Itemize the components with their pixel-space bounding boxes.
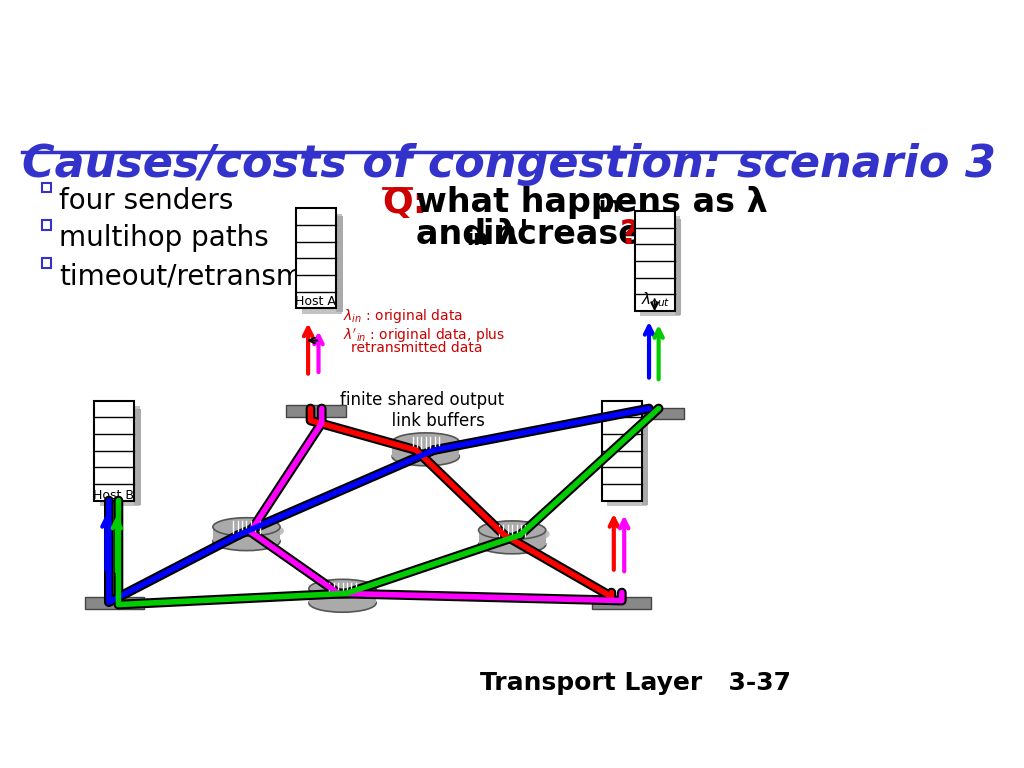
Ellipse shape bbox=[396, 437, 463, 455]
Bar bbox=[42, 258, 51, 268]
Text: timeout/retransmit: timeout/retransmit bbox=[59, 262, 322, 290]
Ellipse shape bbox=[392, 447, 460, 465]
Text: finite shared output
      link buffers: finite shared output link buffers bbox=[341, 391, 505, 430]
Bar bbox=[392, 442, 460, 456]
Bar bbox=[625, 408, 684, 419]
Text: Causes/costs of congestion: scenario 3: Causes/costs of congestion: scenario 3 bbox=[23, 143, 996, 186]
Bar bbox=[42, 220, 51, 230]
Bar bbox=[94, 400, 134, 501]
Text: $\lambda'_{in}$ : original data, plus: $\lambda'_{in}$ : original data, plus bbox=[342, 327, 505, 345]
Text: ?: ? bbox=[621, 218, 639, 251]
Ellipse shape bbox=[313, 584, 380, 602]
Text: Q:: Q: bbox=[383, 186, 428, 220]
Text: in: in bbox=[599, 196, 621, 216]
Text: Transport Layer   3-37: Transport Layer 3-37 bbox=[479, 671, 791, 695]
Bar bbox=[635, 211, 675, 311]
Text: multihop paths: multihop paths bbox=[59, 224, 269, 253]
Ellipse shape bbox=[482, 525, 550, 544]
Bar bbox=[602, 400, 642, 501]
Ellipse shape bbox=[213, 518, 281, 536]
Text: retransmitted data: retransmitted data bbox=[350, 341, 482, 356]
Text: and λ': and λ' bbox=[416, 218, 529, 251]
Text: what happens as λ: what happens as λ bbox=[416, 186, 768, 219]
Text: $\lambda_{in}$ : original data: $\lambda_{in}$ : original data bbox=[342, 307, 463, 325]
Bar bbox=[213, 527, 281, 541]
Text: increase: increase bbox=[482, 218, 641, 251]
Text: in: in bbox=[467, 230, 488, 250]
Text: four senders: four senders bbox=[59, 187, 233, 215]
Bar bbox=[302, 214, 342, 314]
Bar bbox=[336, 217, 342, 313]
Bar bbox=[296, 208, 336, 309]
Ellipse shape bbox=[478, 521, 546, 539]
Text: $\lambda_{out}$: $\lambda_{out}$ bbox=[641, 290, 671, 309]
Bar bbox=[642, 409, 648, 505]
Ellipse shape bbox=[309, 594, 376, 612]
Ellipse shape bbox=[478, 535, 546, 554]
Ellipse shape bbox=[309, 579, 376, 598]
Text: Host B: Host B bbox=[93, 488, 134, 502]
Bar bbox=[309, 588, 376, 603]
Bar bbox=[592, 598, 651, 608]
Ellipse shape bbox=[213, 532, 281, 551]
Ellipse shape bbox=[392, 433, 460, 452]
Bar bbox=[100, 406, 140, 506]
Bar bbox=[607, 406, 647, 506]
Bar bbox=[134, 409, 141, 505]
Bar bbox=[675, 219, 681, 315]
Bar bbox=[287, 406, 346, 416]
Bar bbox=[85, 598, 144, 608]
Bar bbox=[640, 217, 680, 316]
Text: Host A: Host A bbox=[295, 295, 336, 308]
Ellipse shape bbox=[217, 521, 284, 540]
Bar bbox=[42, 183, 51, 193]
Bar bbox=[478, 530, 546, 545]
